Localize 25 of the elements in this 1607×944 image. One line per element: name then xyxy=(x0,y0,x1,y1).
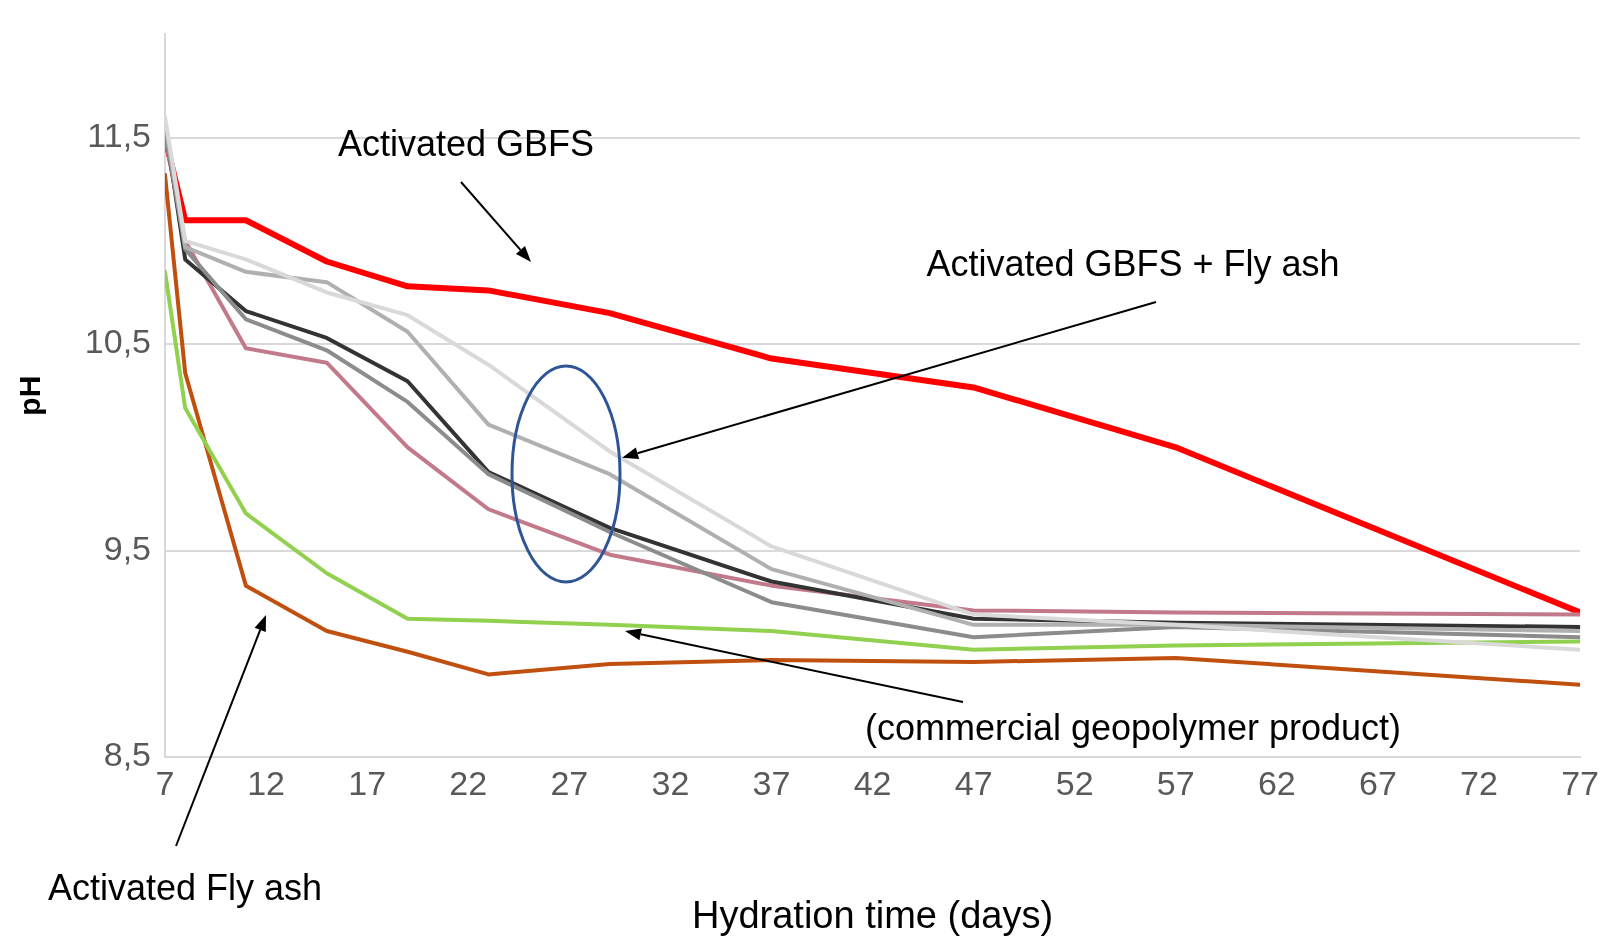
annotation: Activated GBFS xyxy=(337,122,595,164)
x-tick-label: 27 xyxy=(550,763,589,802)
x-tick-label: 37 xyxy=(752,763,791,802)
x-tick-label: 22 xyxy=(449,763,488,802)
y-tick-label: 11,5 xyxy=(87,116,151,154)
annotation: Activated GBFS + Fly ash xyxy=(926,242,1340,284)
x-tick-label: 47 xyxy=(954,763,993,802)
x-tick-label: 67 xyxy=(1359,763,1397,802)
y-tick-label: 9,5 xyxy=(103,528,151,567)
x-tick-label: 62 xyxy=(1257,763,1296,802)
y-tick-label: 10,5 xyxy=(84,322,151,361)
x-tick-label: 57 xyxy=(1156,763,1195,802)
x-tick-label: 42 xyxy=(853,763,892,802)
y-tick-label: 8,5 xyxy=(103,735,151,774)
y-axis-title: pH xyxy=(13,375,47,416)
x-tick-label: 17 xyxy=(348,763,387,802)
x-tick-label: 72 xyxy=(1460,763,1498,802)
x-tick-label: 32 xyxy=(651,763,690,802)
text: Activated Fly ash xyxy=(47,866,323,908)
x-axis-title: Hydration time (days) xyxy=(691,893,1054,936)
x-tick-label: 52 xyxy=(1055,763,1094,802)
x-tick-label: 12 xyxy=(247,763,285,802)
x-tick-label: 7 xyxy=(155,763,175,802)
annotation: (commercial geopolymer product) xyxy=(864,706,1402,748)
x-tick-label: 77 xyxy=(1561,763,1599,802)
